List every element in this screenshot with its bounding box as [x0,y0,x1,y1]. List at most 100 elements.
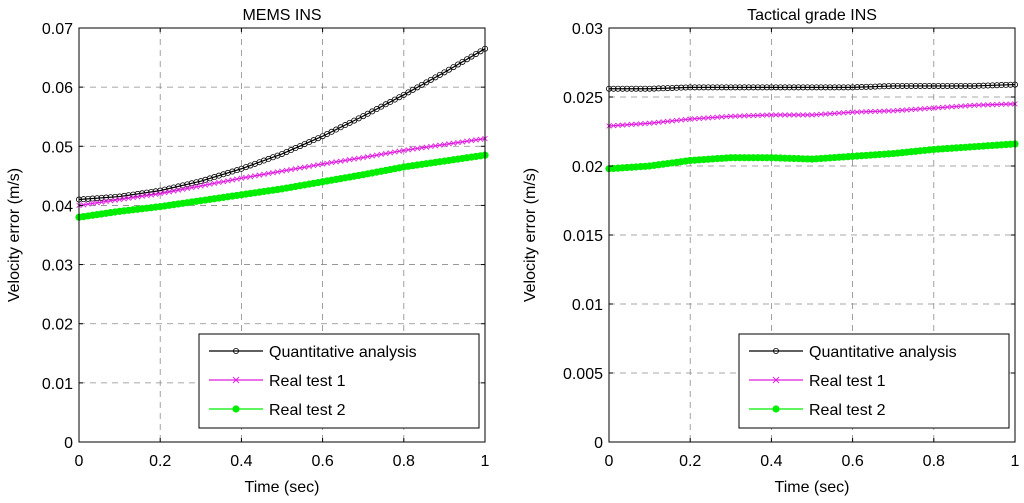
data-point [642,120,648,127]
data-point [768,112,775,118]
data-point [908,106,914,113]
data-point [637,85,644,92]
ticks [78,27,486,443]
legend-label: Real test 2 [269,402,346,419]
data-point [360,113,367,120]
data-point [378,103,385,110]
data-point [642,85,649,92]
legend-item-1: Quantitative analysis [749,344,957,361]
data-point [391,96,398,103]
data-point [710,114,716,121]
series-1 [606,81,1019,92]
data-point [400,91,407,98]
data-point [437,142,443,148]
data-point [166,189,172,195]
data-point [383,150,389,157]
data-point [894,82,901,89]
data-point [876,108,883,114]
data-point [790,84,797,91]
y-tick-label: 0.005 [563,366,603,383]
data-point [908,82,915,89]
data-point [270,170,276,176]
data-point [886,108,892,114]
data-point [346,157,353,163]
data-point [374,152,380,158]
data-point [477,136,484,142]
data-point [170,184,177,191]
data-point [107,194,114,201]
x-tick-label: 0.8 [393,453,415,470]
data-point [881,83,888,90]
data-point [628,121,635,128]
data-point [85,201,91,207]
data-point [696,115,702,122]
data-point [423,144,430,150]
data-point [745,84,752,91]
data-point [1007,81,1014,88]
data-point [962,103,969,109]
data-point [831,110,838,117]
data-point [750,84,757,91]
legend-marker [772,405,780,413]
data-point [989,82,996,89]
chart-panel-2: 0 0.2 0.4 0.6 0.8 1 0 0.005 0.01 0.015 0.02 0.025 0.… [522,7,1020,496]
data-point [818,84,825,91]
data-point [446,141,452,147]
data-point [980,102,987,108]
y-tick-label: 0.07 [42,21,73,38]
data-point [917,82,924,89]
y-tick-label: 0.04 [42,198,73,215]
data-point [324,160,330,166]
data-point [692,116,698,122]
x-tick-label: 0.2 [679,453,701,470]
data-point [202,182,208,188]
data-point [926,82,933,89]
data-point [700,84,707,91]
data-point [198,183,204,189]
data-point [211,180,218,187]
data-point [432,74,439,81]
data-point [615,122,621,129]
x-tick-label: 1 [481,453,490,470]
data-point [162,190,168,196]
data-point [994,101,1000,108]
x-axis-label: Time (sec) [245,479,320,496]
data-point [247,173,254,180]
legend-marker [772,376,780,384]
data-point [306,163,312,170]
y-tick-label: 0 [64,435,73,452]
data-point [664,118,671,125]
data-point [477,48,484,55]
x-tick-label: 0.8 [923,453,945,470]
data-point [130,194,136,201]
data-point [98,194,105,201]
data-point [935,105,941,111]
data-point [450,140,457,146]
data-point [342,157,348,164]
data-point [763,84,770,91]
ticks [608,27,1016,443]
data-point [148,192,154,198]
series-line [609,83,1016,90]
data-point [184,185,190,192]
series-3 [605,140,1019,173]
data-point [279,168,285,174]
data-point [809,112,815,118]
data-point [781,84,788,91]
y-axis-label: Velocity error (m/s) [6,168,23,302]
x-tick-label: 0.4 [230,453,252,470]
data-point [845,84,852,91]
data-point [895,107,901,114]
y-tick-label: 0.06 [42,80,73,97]
data-point [728,113,734,120]
data-point [184,181,191,188]
data-point [143,192,150,199]
data-point [432,143,439,149]
data-point [624,85,631,92]
legend: Quantitative analysis Real test 1 Real tes… [198,333,480,429]
data-point [899,82,906,89]
data-point [966,82,973,89]
y-tick-label: 0.03 [42,258,73,275]
data-point [813,84,820,91]
y-tick-label: 0.03 [572,21,603,38]
